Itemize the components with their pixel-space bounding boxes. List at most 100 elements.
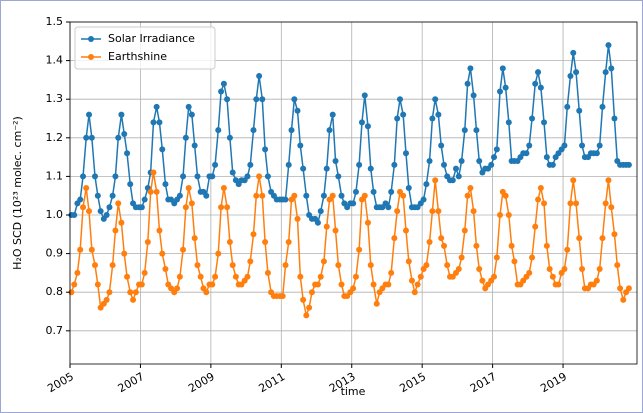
data-point — [458, 254, 465, 261]
data-point — [77, 246, 84, 253]
data-point — [526, 142, 533, 149]
data-point — [464, 192, 471, 199]
data-point — [455, 266, 462, 273]
data-point — [320, 192, 327, 199]
data-point — [306, 304, 313, 311]
data-point — [491, 154, 498, 161]
data-point — [391, 161, 398, 168]
data-point — [176, 192, 183, 199]
data-point — [432, 96, 439, 103]
data-point — [570, 49, 577, 56]
data-point — [124, 150, 131, 157]
data-point — [411, 289, 418, 296]
data-point — [174, 285, 181, 292]
data-point — [505, 119, 512, 126]
data-point — [549, 161, 556, 168]
data-point — [197, 273, 204, 280]
data-point — [611, 231, 618, 238]
data-point — [323, 223, 330, 230]
data-point — [473, 127, 480, 134]
data-point — [356, 246, 363, 253]
data-point — [625, 161, 632, 168]
data-point — [182, 204, 189, 211]
data-point — [250, 231, 257, 238]
data-point — [535, 69, 542, 76]
data-point — [423, 262, 430, 269]
data-point — [194, 262, 201, 269]
data-point — [88, 134, 95, 141]
data-point — [282, 262, 289, 269]
data-point — [291, 192, 298, 199]
data-point — [523, 150, 530, 157]
data-point — [212, 273, 219, 280]
data-point — [300, 165, 307, 172]
y-tick-label: 1.0 — [46, 208, 64, 221]
data-point — [396, 96, 403, 103]
data-point — [605, 42, 612, 49]
data-point — [541, 200, 548, 207]
data-point — [109, 192, 116, 199]
data-point — [361, 92, 368, 99]
data-point — [620, 296, 627, 303]
data-point — [596, 142, 603, 149]
data-point — [317, 208, 324, 215]
data-point — [405, 184, 412, 191]
data-point — [567, 73, 574, 80]
y-axis-label: H₂O SCD (10²³ molec. cm⁻²) — [11, 116, 24, 270]
data-point — [106, 204, 113, 211]
data-point — [441, 242, 448, 249]
data-point — [218, 88, 225, 95]
data-point — [388, 269, 395, 276]
data-point — [476, 266, 483, 273]
data-point — [303, 312, 310, 319]
data-point — [364, 123, 371, 130]
data-point — [370, 188, 377, 195]
data-point — [493, 254, 500, 261]
data-point — [493, 146, 500, 153]
data-point — [112, 227, 119, 234]
data-point — [150, 169, 157, 176]
data-point — [77, 196, 84, 203]
data-point — [532, 223, 539, 230]
data-point — [115, 134, 122, 141]
data-point — [461, 127, 468, 134]
data-point — [435, 111, 442, 118]
data-point — [80, 204, 87, 211]
data-point — [497, 88, 504, 95]
data-point — [226, 239, 233, 246]
data-point — [103, 212, 110, 219]
data-point — [308, 289, 315, 296]
data-point — [608, 65, 615, 72]
data-point — [121, 130, 128, 137]
data-point — [391, 235, 398, 242]
data-point — [444, 262, 451, 269]
axes-frame — [69, 21, 638, 365]
data-point — [303, 192, 310, 199]
data-point — [546, 266, 553, 273]
data-point — [229, 169, 236, 176]
data-point — [244, 273, 251, 280]
data-point — [86, 111, 93, 118]
data-point — [285, 239, 292, 246]
data-point — [259, 192, 266, 199]
data-point — [617, 285, 624, 292]
data-point — [429, 208, 436, 215]
data-point — [71, 212, 78, 219]
data-point — [561, 142, 568, 149]
data-point — [86, 208, 93, 215]
data-point — [203, 192, 210, 199]
data-point — [106, 289, 113, 296]
data-point — [449, 177, 456, 184]
data-point — [438, 142, 445, 149]
data-point — [461, 227, 468, 234]
data-point — [147, 188, 154, 195]
data-point — [429, 115, 436, 122]
data-point — [314, 219, 321, 226]
y-tick-label: 1.1 — [46, 169, 64, 182]
data-point — [162, 181, 169, 188]
data-point — [352, 273, 359, 280]
data-point — [502, 192, 509, 199]
data-point — [561, 266, 568, 273]
data-point — [417, 273, 424, 280]
data-point — [156, 119, 163, 126]
